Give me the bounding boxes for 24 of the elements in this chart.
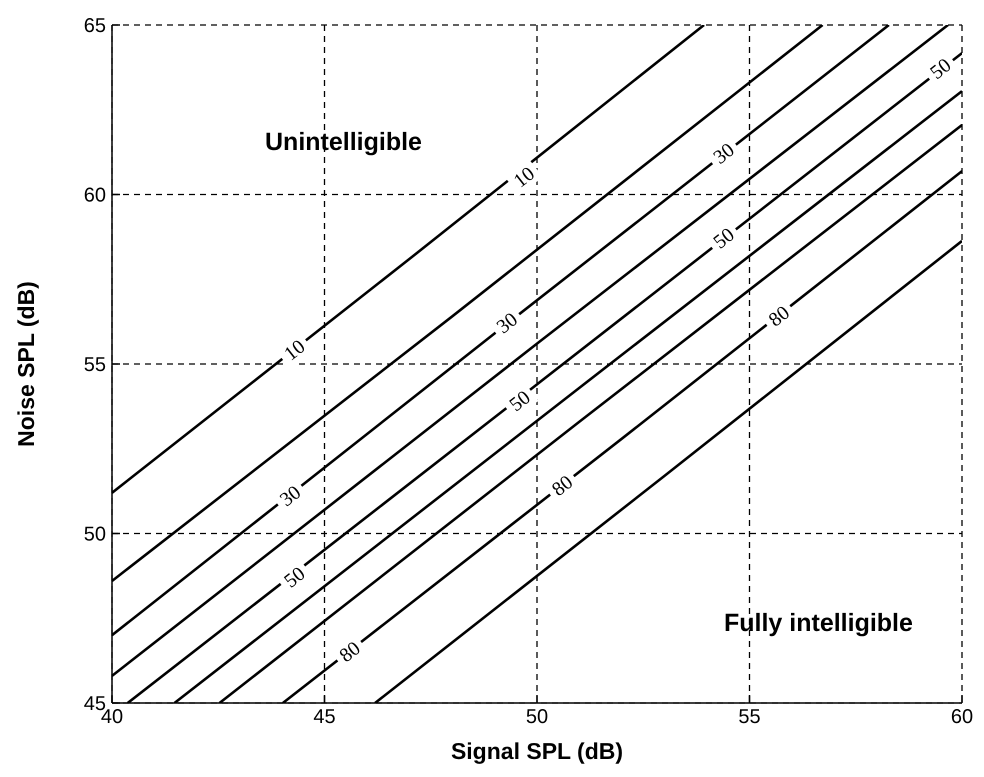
y-tick-label: 65 [84,15,106,38]
annotation: 30 [492,308,522,338]
y-tick-label: 60 [84,184,106,207]
annotation: 50 [926,54,956,84]
y-tick-label: 50 [84,524,106,546]
x-axis-title: Signal SPL (dB) [450,737,624,765]
x-tick-label: 60 [950,706,974,728]
annotation: Fully intelligible [724,608,913,638]
x-tick-label: 50 [526,706,548,728]
annotation: 80 [764,302,794,332]
annotation: 50 [709,224,739,254]
x-tick-label: 45 [313,706,336,728]
annotation: 80 [335,637,365,667]
y-tick-label: 55 [84,354,106,376]
y-axis-title: Noise SPL (dB) [12,281,40,447]
annotation: 30 [709,138,739,169]
annotation: 10 [280,336,310,366]
annotation: Unintelligible [265,126,422,157]
annotation: 80 [548,471,578,501]
annotation: 50 [505,386,535,416]
annotation: 50 [280,562,310,592]
annotation: 30 [276,481,306,512]
x-tick-label: 55 [738,706,761,728]
annotation: 10 [510,162,539,192]
